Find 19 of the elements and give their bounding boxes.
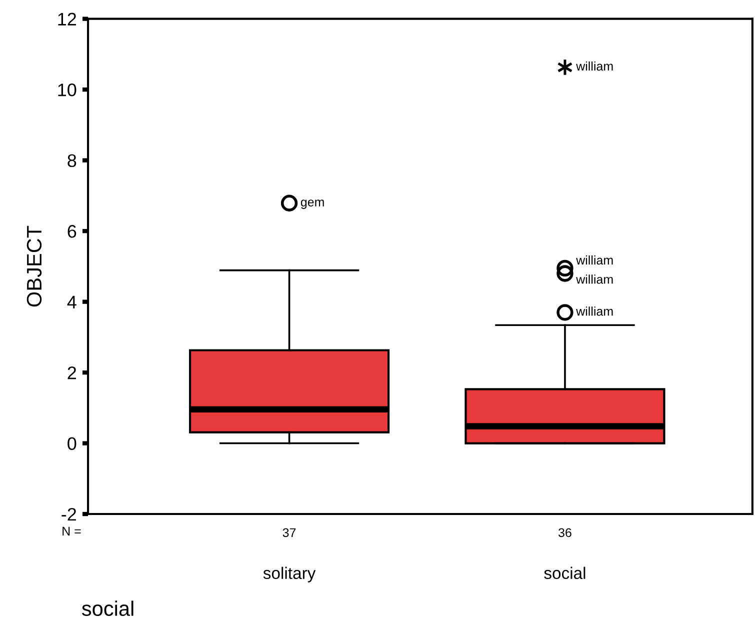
x-axis-title: social	[82, 600, 134, 616]
text: N =	[62, 526, 81, 536]
x-tick-label: solitary	[263, 566, 316, 582]
y-tick-label: 10	[58, 84, 76, 96]
annotation: william	[576, 274, 613, 284]
annotation: gem	[300, 200, 324, 209]
y-axis-title: OBJECT	[26, 226, 42, 307]
y-tick-label: 2	[68, 366, 76, 380]
y-tick-label: 4	[67, 296, 76, 308]
y-tick-label: 12	[58, 12, 76, 26]
annotation: william	[576, 61, 613, 71]
text: 37	[282, 528, 296, 538]
y-tick-label: 8	[68, 154, 76, 168]
annotation: william	[576, 306, 613, 316]
text: 36	[558, 528, 572, 538]
annotation: william	[576, 255, 613, 265]
y-tick-label: 6	[68, 224, 76, 238]
y-tick-label: 0	[68, 437, 76, 450]
y-tick-label: -2	[62, 508, 76, 521]
